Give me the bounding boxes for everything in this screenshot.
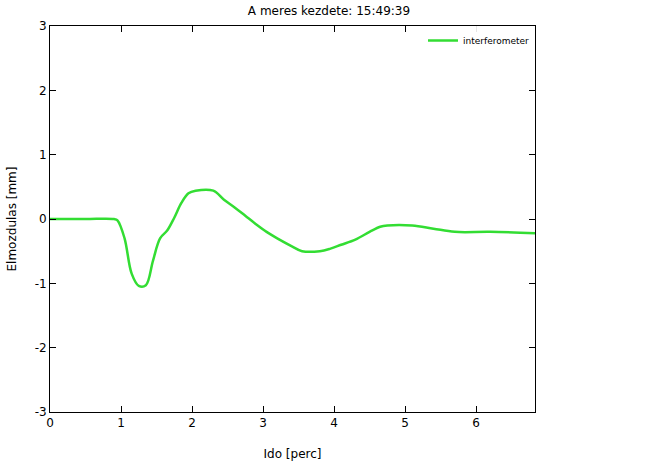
svg-text:6: 6 xyxy=(472,416,480,430)
svg-text:0: 0 xyxy=(39,212,47,226)
svg-text:-2: -2 xyxy=(35,341,47,355)
svg-text:Ido [perc]: Ido [perc] xyxy=(264,447,322,461)
svg-text:5: 5 xyxy=(401,416,409,430)
svg-text:3: 3 xyxy=(259,416,267,430)
svg-text:-1: -1 xyxy=(35,277,47,291)
svg-text:A meres kezdete: 15:49:39: A meres kezdete: 15:49:39 xyxy=(248,4,410,18)
svg-text:3: 3 xyxy=(39,19,47,33)
svg-text:-3: -3 xyxy=(35,405,47,419)
svg-text:interferometer: interferometer xyxy=(463,36,529,46)
svg-text:1: 1 xyxy=(117,416,125,430)
svg-text:0: 0 xyxy=(46,416,54,430)
svg-text:2: 2 xyxy=(39,84,47,98)
svg-text:1: 1 xyxy=(39,148,47,162)
svg-text:4: 4 xyxy=(330,416,338,430)
svg-text:2: 2 xyxy=(188,416,196,430)
svg-text:Elmozdulas [mm]: Elmozdulas [mm] xyxy=(5,167,19,272)
